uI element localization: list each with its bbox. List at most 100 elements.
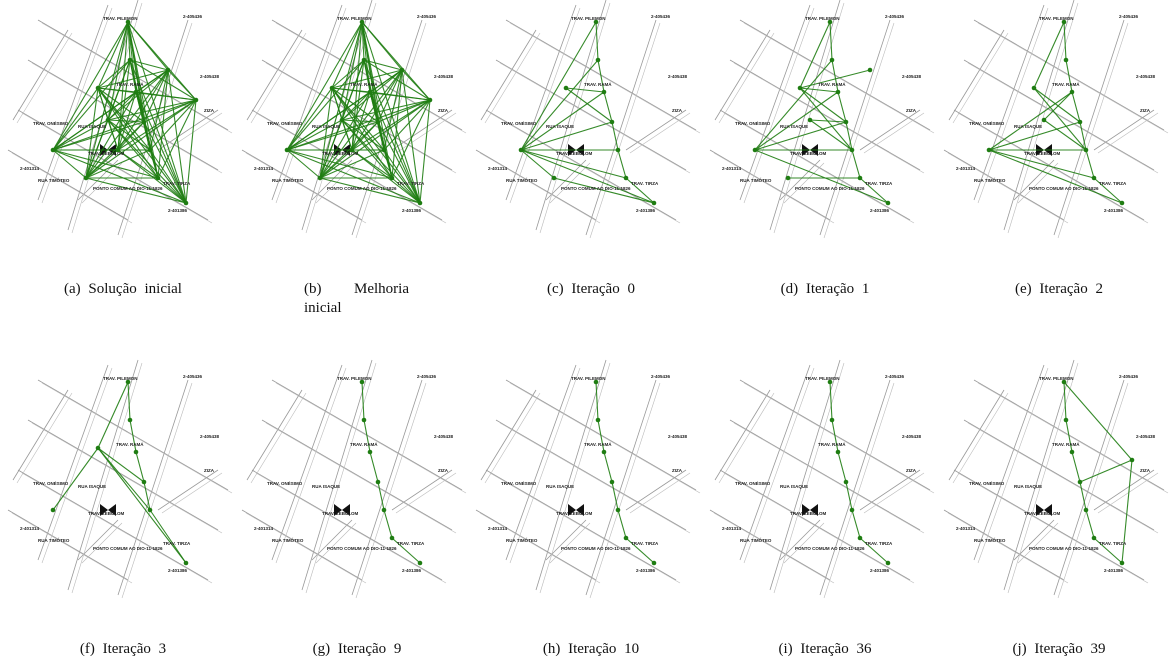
map-label: RUA ISAQUE [78, 124, 106, 129]
map-label: ZIZA [1140, 108, 1151, 113]
network-node [1084, 508, 1089, 513]
network-node [390, 536, 395, 541]
network-edge [53, 448, 98, 510]
street [626, 470, 686, 510]
street-edge [162, 473, 222, 513]
map-panel: TRAV. PILEMON2-405436TRAV. RAMÁTRAV. ONÉ… [242, 360, 466, 598]
network-node [886, 561, 891, 566]
map-label: RUA TIMÓTEO [740, 536, 772, 543]
map-label: 2-401314 [488, 526, 508, 531]
map-label: RUA ISAQUE [1014, 484, 1042, 489]
map-label: 2-405436 [417, 14, 437, 19]
network-edge [384, 510, 392, 538]
street [247, 390, 302, 480]
network-node [624, 536, 629, 541]
street-edge [824, 383, 894, 598]
map-panel: TRAV. PILEMON2-405436TRAV. RAMÁTRAV. ONÉ… [8, 360, 232, 598]
map-label: TRAV. TIRZA [631, 181, 659, 186]
network-node [184, 201, 189, 206]
network-node [798, 86, 803, 91]
network-node [51, 148, 56, 153]
map-label: TRAV. RAMÁ [1052, 441, 1080, 447]
map-label: TRAV. ZEBULOM [322, 511, 359, 516]
street [740, 365, 810, 560]
map-label: 2-405436 [183, 14, 203, 19]
street [715, 390, 770, 480]
street-edge [42, 8, 112, 203]
network-edge [186, 100, 196, 203]
network-node [51, 508, 56, 513]
street [242, 510, 362, 580]
map-label: 2-405438 [1136, 74, 1156, 79]
map-label: 2-401386 [402, 208, 422, 213]
network-node [1042, 118, 1047, 123]
network-node [850, 148, 855, 153]
network-node [844, 480, 849, 485]
network-node [330, 86, 335, 91]
network-edge [370, 452, 378, 482]
network-node [868, 68, 873, 73]
network-node [886, 201, 891, 206]
network-node [596, 58, 601, 63]
map-label: TRAV. TIRZA [631, 541, 659, 546]
street-edge [510, 8, 580, 203]
street-edge [1008, 363, 1078, 593]
network-edge [755, 60, 832, 150]
street-edge [72, 363, 142, 593]
map-label: TRAV. ONÉSIMO [735, 479, 771, 486]
street-edge [485, 33, 540, 123]
street-edge [251, 393, 306, 483]
street-edge [774, 363, 844, 593]
map-label: 2-405436 [1119, 14, 1139, 19]
street [158, 470, 218, 510]
map-label: 2-401314 [254, 526, 274, 531]
street-edge [276, 8, 346, 203]
network-node [830, 58, 835, 63]
map-label: TRAV. ONÉSIMO [501, 119, 537, 126]
network-node [84, 176, 89, 181]
map-label: RUA TIMÓTEO [740, 176, 772, 183]
map-label: 2-401314 [722, 526, 742, 531]
map-label: TRAV. TIRZA [1099, 541, 1127, 546]
street [8, 510, 128, 580]
network-node [844, 120, 849, 125]
street-edge [485, 393, 540, 483]
map-label: TRAV. PILEMON [805, 376, 840, 381]
caption: (i) Iteração 36 [750, 640, 900, 659]
map-panel: TRAV. PILEMON2-405436TRAV. RAMÁTRAV. ONÉ… [710, 0, 934, 238]
map-label: TRAV. RAMÁ [116, 81, 144, 87]
map-label: TRAV. TIRZA [163, 541, 191, 546]
network-node [1070, 450, 1075, 455]
street-edge [719, 393, 774, 483]
street [272, 5, 342, 200]
street [272, 365, 342, 560]
street-edge [734, 63, 924, 173]
network-node [830, 418, 835, 423]
street-edge [864, 473, 924, 513]
map-label: TRAV. RAMÁ [584, 81, 612, 87]
map-panel: TRAV. PILEMON2-405436TRAV. RAMÁTRAV. ONÉ… [242, 0, 466, 238]
map-label: TRAV. ONÉSIMO [33, 479, 69, 486]
network-node [1078, 480, 1083, 485]
caption: (f) Iteração 3 [48, 640, 198, 659]
map-label: 2-401386 [870, 208, 890, 213]
network-node [418, 561, 423, 566]
street-edge [953, 393, 1008, 483]
network-node [376, 120, 381, 125]
network-node [400, 68, 405, 73]
network-node [142, 120, 147, 125]
map-label: 2-405438 [200, 74, 220, 79]
network-edge [521, 60, 598, 150]
map-label: TRAV. PILEMON [1039, 16, 1074, 21]
street-edge [744, 368, 814, 563]
street [944, 150, 1064, 220]
street-edge [356, 383, 426, 598]
network-node [285, 148, 290, 153]
street-edge [630, 473, 690, 513]
network-node [134, 90, 139, 95]
network-node [1120, 201, 1125, 206]
map-label: TRAV. ZEBULOM [556, 511, 593, 516]
map-label: TRAV. TIRZA [397, 541, 425, 546]
map-label: TRAV. ONÉSIMO [969, 479, 1005, 486]
network-node [1092, 536, 1097, 541]
